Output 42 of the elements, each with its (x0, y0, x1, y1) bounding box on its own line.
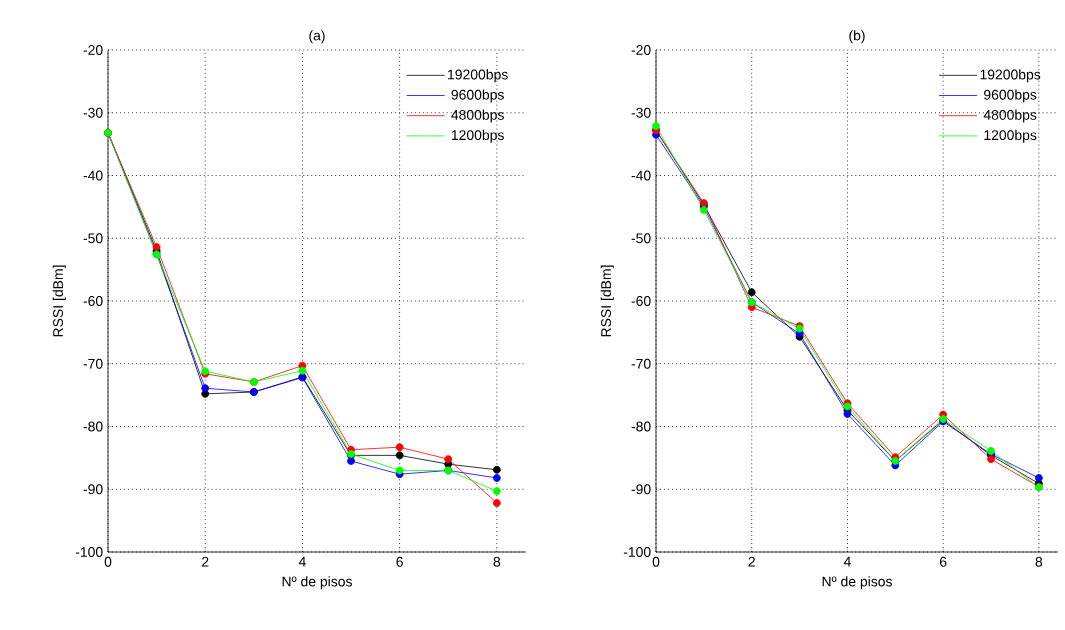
y-axis-title: RSSI [dBm] (52, 265, 66, 337)
y-tick-label: -20 (631, 45, 651, 55)
x-tick-label: 2 (748, 556, 755, 567)
y-tick-label: -100 (623, 547, 651, 557)
x-axis-title: Nº de pisos (282, 576, 352, 590)
legend-label: 4800bps (451, 109, 504, 123)
y-tick-label: -100 (75, 547, 103, 557)
y-axis-title: RSSI [dBm] (600, 265, 614, 337)
y-tick-label: -30 (83, 107, 103, 118)
y-tick-label: -70 (83, 358, 103, 369)
y-tick-label: -20 (83, 45, 103, 55)
y-tick-label: -30 (631, 107, 651, 118)
x-tick-label: 6 (396, 556, 403, 567)
x-tick-label: 8 (1035, 556, 1043, 567)
legend-label: 4800bps (983, 109, 1037, 123)
y-tick-label: -70 (631, 358, 651, 369)
y-tick-label: -40 (83, 170, 103, 181)
chart-title: (a) (309, 30, 325, 44)
x-tick-label: 6 (939, 556, 947, 567)
legend-label: 19200bps (448, 69, 508, 83)
x-tick-label: 8 (493, 556, 501, 567)
y-tick-label: -80 (631, 421, 651, 432)
y-tick-label: -60 (83, 296, 103, 306)
x-tick-label: 2 (202, 556, 209, 567)
y-tick-label: -60 (631, 296, 651, 306)
legend-label: 9600bps (451, 89, 504, 103)
y-tick-label: -90 (83, 484, 103, 495)
y-tick-label: -50 (83, 233, 103, 244)
y-tick-label: -80 (83, 421, 103, 432)
legend-label: 19200bps (980, 69, 1041, 83)
x-tick-label: 4 (843, 556, 851, 567)
x-tick-label: 0 (652, 556, 660, 567)
y-tick-label: -90 (631, 484, 651, 495)
x-tick-label: 4 (298, 556, 306, 567)
y-tick-label: -40 (631, 170, 651, 181)
legend-label: 9600bps (984, 89, 1037, 103)
y-tick-label: -50 (631, 233, 651, 244)
chart-title: (b) (849, 30, 865, 44)
legend-label: 1200bps (984, 129, 1037, 143)
x-tick-label: 0 (104, 556, 112, 567)
x-axis-title: Nº de pisos (822, 576, 892, 590)
legend-label: 1200bps (451, 129, 504, 143)
